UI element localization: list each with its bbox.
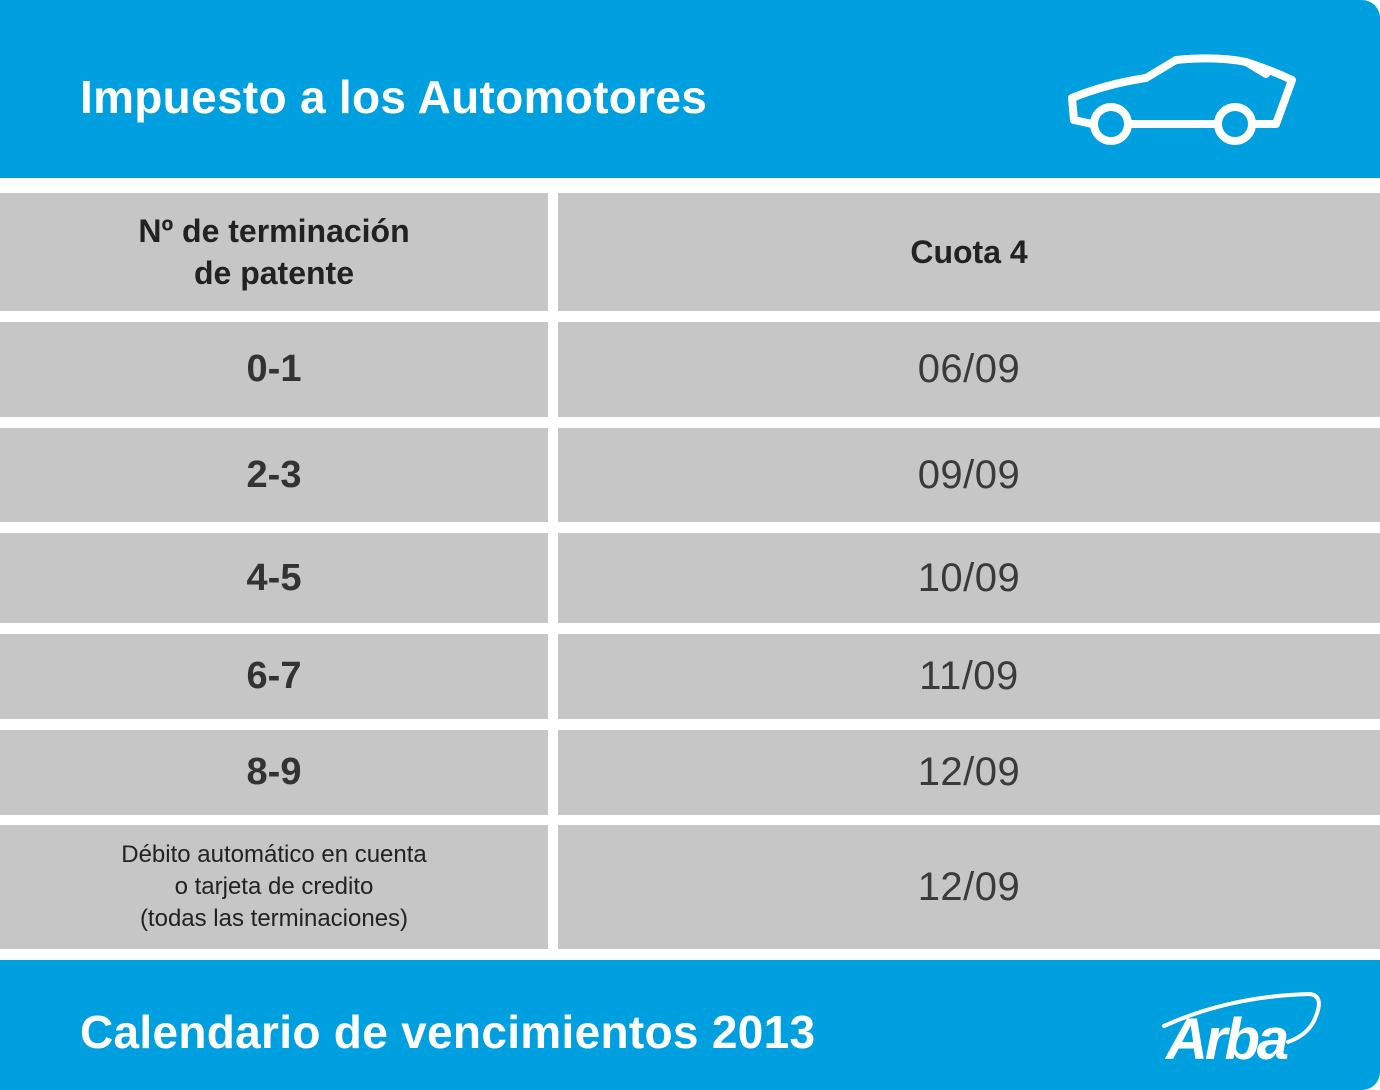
table-header-row: Nº de terminación de patente Cuota 4 bbox=[0, 193, 1380, 311]
table-row: 0-1 06/09 bbox=[0, 322, 1380, 417]
arba-logo: Arba bbox=[1160, 986, 1322, 1072]
fecha-cell: 12/09 bbox=[558, 730, 1380, 815]
terminacion-cell: Débito automático en cuenta o tarjeta de… bbox=[0, 825, 548, 949]
column-header-terminacion: Nº de terminación de patente bbox=[0, 193, 548, 311]
logo-text: Arba bbox=[1166, 1007, 1289, 1072]
terminacion-cell: 4-5 bbox=[0, 533, 548, 623]
fecha-cell: 10/09 bbox=[558, 533, 1380, 623]
page-title: Impuesto a los Automotores bbox=[80, 71, 708, 123]
table-row: 4-5 10/09 bbox=[0, 533, 1380, 623]
terminacion-cell: 8-9 bbox=[0, 730, 548, 815]
car-icon bbox=[1068, 54, 1296, 145]
terminacion-cell: 2-3 bbox=[0, 428, 548, 522]
footer-title: Calendario de vencimientos 2013 bbox=[80, 1006, 816, 1058]
terminacion-cell: 6-7 bbox=[0, 634, 548, 719]
terminacion-cell: 0-1 bbox=[0, 322, 548, 417]
logo-swoosh-icon bbox=[1162, 991, 1321, 1044]
table-row: Débito automático en cuenta o tarjeta de… bbox=[0, 825, 1380, 949]
table-row: 8-9 12/09 bbox=[0, 730, 1380, 815]
header-banner: Impuesto a los Automotores bbox=[0, 0, 1380, 178]
fecha-cell: 11/09 bbox=[558, 634, 1380, 719]
footer-banner: Calendario de vencimientos 2013 Arba bbox=[0, 960, 1380, 1090]
fecha-cell: 09/09 bbox=[558, 428, 1380, 522]
table-row: 6-7 11/09 bbox=[0, 634, 1380, 719]
table-row: 2-3 09/09 bbox=[0, 428, 1380, 522]
column-header-cuota: Cuota 4 bbox=[558, 193, 1380, 311]
fecha-cell: 12/09 bbox=[558, 825, 1380, 949]
fecha-cell: 06/09 bbox=[558, 322, 1380, 417]
